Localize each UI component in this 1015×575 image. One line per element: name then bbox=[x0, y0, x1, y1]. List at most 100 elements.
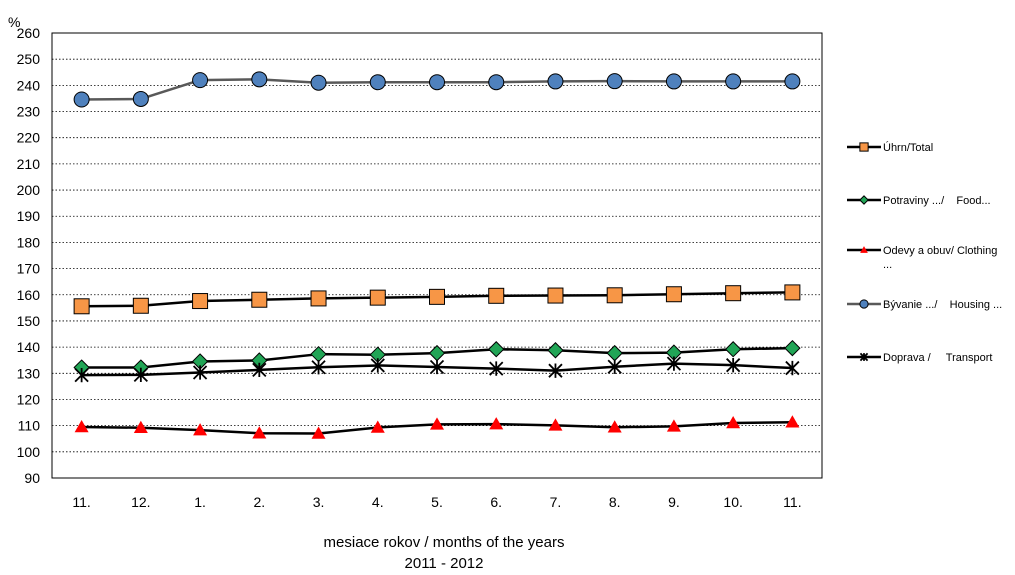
data-point bbox=[192, 72, 209, 89]
y-tick-label: 100 bbox=[17, 444, 41, 460]
data-point bbox=[252, 426, 267, 439]
x-tick-label: 2. bbox=[253, 494, 265, 510]
y-tick-label: 120 bbox=[17, 391, 41, 407]
data-point bbox=[192, 365, 208, 380]
legend: Úhrn/Total Potraviny .../ Food... Odevy a … bbox=[847, 141, 1002, 364]
gridlines bbox=[52, 58, 822, 453]
data-point bbox=[724, 341, 742, 358]
data-point bbox=[548, 363, 563, 378]
legend-label: Bývanie .../ Housing ... bbox=[883, 299, 1002, 311]
y-tick-label: 130 bbox=[17, 365, 41, 381]
data-point bbox=[192, 293, 209, 310]
data-point bbox=[726, 416, 741, 429]
data-point bbox=[488, 287, 505, 304]
data-point bbox=[606, 344, 623, 362]
legend-label: Odevy a obuv/ Clothing bbox=[883, 245, 997, 257]
data-point bbox=[860, 246, 868, 253]
data-point bbox=[784, 73, 801, 90]
data-point bbox=[429, 74, 445, 91]
data-point bbox=[369, 74, 386, 91]
data-point bbox=[859, 142, 869, 152]
y-tick-label: 140 bbox=[17, 339, 41, 355]
y-tick-label: 150 bbox=[17, 313, 41, 329]
data-point bbox=[370, 358, 385, 373]
data-point bbox=[310, 345, 327, 363]
series-1 bbox=[73, 284, 801, 315]
x-tick-label: 6. bbox=[490, 494, 502, 510]
plot-area-frame bbox=[51, 32, 823, 479]
series-2 bbox=[73, 339, 801, 376]
series-3 bbox=[74, 415, 800, 439]
x-tick-label: 5. bbox=[431, 494, 443, 510]
x-tick-label: 11. bbox=[72, 494, 90, 510]
data-point bbox=[251, 291, 268, 308]
x-tick-label: 1. bbox=[194, 494, 206, 510]
data-point bbox=[665, 73, 682, 90]
y-tick-label: 160 bbox=[17, 287, 41, 303]
data-point bbox=[251, 71, 268, 88]
data-point bbox=[607, 359, 622, 374]
x-axis-label-line2: 2011 - 2012 bbox=[405, 555, 484, 572]
data-point bbox=[785, 415, 800, 428]
x-tick-label: 8. bbox=[609, 494, 621, 510]
data-point bbox=[547, 342, 564, 359]
y-tick-label: 180 bbox=[17, 234, 41, 250]
data-point bbox=[73, 91, 90, 108]
data-point bbox=[606, 287, 623, 304]
legend-label: Úhrn/Total bbox=[883, 141, 933, 154]
data-point bbox=[859, 195, 869, 205]
y-unit-label: % bbox=[8, 14, 20, 30]
data-point bbox=[74, 419, 89, 433]
data-point bbox=[726, 358, 741, 373]
x-tick-label: 7. bbox=[550, 494, 562, 510]
legend-label: ... bbox=[883, 259, 892, 271]
data-point bbox=[859, 299, 869, 309]
data-point bbox=[310, 74, 327, 91]
data-point bbox=[132, 90, 149, 107]
y-tick-label: 210 bbox=[17, 156, 41, 172]
data-point bbox=[429, 359, 445, 375]
y-tick-label: 220 bbox=[17, 130, 41, 146]
data-point bbox=[74, 367, 89, 383]
data-point bbox=[488, 341, 505, 358]
data-point bbox=[665, 286, 682, 303]
x-axis-tick-labels: 11. 12. 1. 2. 3. 4. 5. 6. 7. 8. 9. 10. 11. bbox=[72, 494, 801, 510]
data-point bbox=[725, 73, 742, 90]
x-tick-label: 11. bbox=[783, 494, 801, 510]
x-tick-label: 12. bbox=[131, 494, 150, 510]
y-tick-label: 260 bbox=[17, 25, 41, 41]
data-point bbox=[193, 423, 208, 436]
data-point bbox=[489, 417, 504, 430]
data-point bbox=[132, 297, 149, 314]
y-tick-label: 170 bbox=[17, 261, 41, 277]
data-point bbox=[606, 73, 623, 90]
x-tick-label: 9. bbox=[668, 494, 680, 510]
y-tick-label: 110 bbox=[18, 418, 41, 434]
series-4 bbox=[73, 71, 801, 108]
data-point bbox=[547, 73, 564, 90]
data-point bbox=[310, 290, 327, 307]
data-point bbox=[784, 339, 801, 357]
data-point bbox=[607, 420, 622, 433]
data-point bbox=[311, 360, 326, 375]
data-point bbox=[429, 288, 445, 305]
series-5 bbox=[74, 356, 800, 383]
x-tick-label: 10. bbox=[723, 494, 742, 510]
legend-item: Potraviny .../ Food... bbox=[847, 195, 991, 207]
data-point bbox=[725, 285, 742, 302]
y-tick-label: 240 bbox=[17, 77, 41, 93]
data-point bbox=[666, 356, 682, 371]
data-point bbox=[73, 298, 90, 315]
data-point bbox=[488, 74, 505, 91]
legend-label: Doprava / Transport bbox=[883, 352, 992, 364]
x-tick-label: 3. bbox=[313, 494, 325, 510]
series-layer bbox=[73, 71, 801, 439]
data-point bbox=[252, 362, 267, 378]
data-point bbox=[133, 420, 148, 433]
data-point bbox=[428, 344, 446, 362]
data-point bbox=[311, 426, 326, 439]
y-tick-label: 250 bbox=[17, 51, 41, 67]
y-axis-tick-labels: 90 100 110 120 130 140 150 160 170 180 190 200 210 22… bbox=[17, 25, 41, 486]
data-point bbox=[489, 361, 504, 376]
y-tick-label: 90 bbox=[24, 470, 40, 486]
